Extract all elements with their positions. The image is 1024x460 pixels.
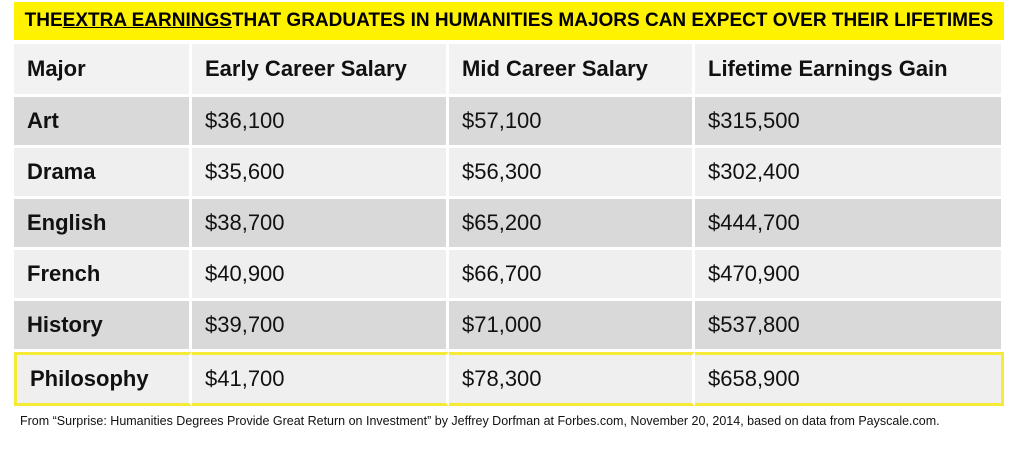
earnings-table-container: Major Early Career Salary Mid Career Sal…	[14, 44, 1004, 406]
column-header: Lifetime Earnings Gain	[695, 44, 1004, 97]
source-caption: From “Surprise: Humanities Degrees Provi…	[20, 414, 940, 428]
table-row-highlighted: Philosophy $41,700 $78,300 $658,900	[14, 352, 1004, 406]
title-emphasis: EXTRA EARNINGS	[62, 10, 232, 31]
column-header: Mid Career Salary	[449, 44, 695, 97]
mid-career-cell: $65,200	[449, 199, 695, 250]
table-row: History $39,700 $71,000 $537,800	[14, 301, 1004, 352]
early-career-cell: $39,700	[192, 301, 449, 352]
column-header: Early Career Salary	[192, 44, 449, 97]
major-cell: Drama	[14, 148, 192, 199]
early-career-cell: $35,600	[192, 148, 449, 199]
early-career-cell: $36,100	[192, 97, 449, 148]
title-banner: THE EXTRA EARNINGS THAT GRADUATES IN HUM…	[14, 2, 1004, 40]
mid-career-cell: $66,700	[449, 250, 695, 301]
table-row: Art $36,100 $57,100 $315,500	[14, 97, 1004, 148]
lifetime-gain-cell: $537,800	[695, 301, 1004, 352]
mid-career-cell: $78,300	[449, 352, 695, 406]
header-row: Major Early Career Salary Mid Career Sal…	[14, 44, 1004, 97]
major-cell: French	[14, 250, 192, 301]
early-career-cell: $40,900	[192, 250, 449, 301]
title-pre: THE	[24, 10, 63, 31]
major-cell: History	[14, 301, 192, 352]
column-header: Major	[14, 44, 192, 97]
title-post: THAT GRADUATES IN HUMANITIES MAJORS CAN …	[231, 10, 994, 31]
lifetime-gain-cell: $658,900	[695, 352, 1004, 406]
table-row: French $40,900 $66,700 $470,900	[14, 250, 1004, 301]
major-cell: English	[14, 199, 192, 250]
table-row: English $38,700 $65,200 $444,700	[14, 199, 1004, 250]
mid-career-cell: $57,100	[449, 97, 695, 148]
major-cell: Art	[14, 97, 192, 148]
table-row: Drama $35,600 $56,300 $302,400	[14, 148, 1004, 199]
lifetime-gain-cell: $315,500	[695, 97, 1004, 148]
mid-career-cell: $56,300	[449, 148, 695, 199]
lifetime-gain-cell: $470,900	[695, 250, 1004, 301]
major-cell: Philosophy	[14, 352, 192, 406]
earnings-table: Major Early Career Salary Mid Career Sal…	[14, 44, 1004, 406]
lifetime-gain-cell: $444,700	[695, 199, 1004, 250]
early-career-cell: $41,700	[192, 352, 449, 406]
early-career-cell: $38,700	[192, 199, 449, 250]
lifetime-gain-cell: $302,400	[695, 148, 1004, 199]
mid-career-cell: $71,000	[449, 301, 695, 352]
